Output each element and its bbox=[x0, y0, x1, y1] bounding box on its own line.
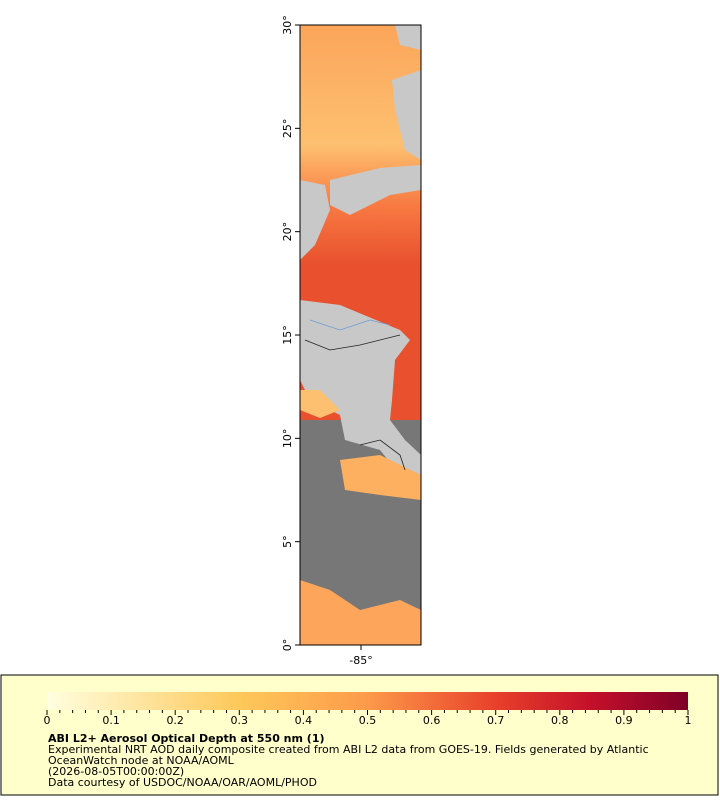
y-tick-label: 5° bbox=[281, 535, 294, 548]
colorbar bbox=[47, 692, 688, 710]
legend-line: Experimental NRT AOD daily composite cre… bbox=[48, 743, 649, 756]
legend-line: Data courtesy of USDOC/NOAA/OAR/AOML/PHO… bbox=[48, 776, 317, 789]
colorbar-tick-label: 0.1 bbox=[102, 714, 120, 727]
y-tick-label: 10° bbox=[281, 429, 294, 449]
map-image bbox=[300, 25, 421, 645]
colorbar-tick-label: 0 bbox=[44, 714, 51, 727]
colorbar-tick-label: 0.2 bbox=[166, 714, 184, 727]
colorbar-tick-label: 0.9 bbox=[615, 714, 633, 727]
colorbar-tick-label: 0.8 bbox=[551, 714, 569, 727]
y-tick-label: 30° bbox=[281, 15, 294, 35]
colorbar-tick-label: 0.6 bbox=[423, 714, 441, 727]
colorbar-tick-label: 0.7 bbox=[487, 714, 505, 727]
colorbar-tick-label: 0.4 bbox=[295, 714, 313, 727]
colorbar-tick-label: 1 bbox=[685, 714, 692, 727]
y-tick-label: 15° bbox=[281, 325, 294, 345]
y-tick-label: 25° bbox=[281, 119, 294, 139]
colorbar-tick-label: 0.5 bbox=[359, 714, 377, 727]
y-tick-label: 20° bbox=[281, 222, 294, 242]
legend-title: ABI L2+ Aerosol Optical Depth at 550 nm … bbox=[48, 732, 325, 745]
y-tick-label: 0° bbox=[281, 639, 294, 652]
legend-line: OceanWatch node at NOAA/AOML bbox=[48, 754, 235, 767]
x-tick-label: -85° bbox=[349, 654, 372, 667]
legend-line: (2026-08-05T00:00:00Z) bbox=[48, 765, 184, 778]
colorbar-tick-label: 0.3 bbox=[231, 714, 249, 727]
